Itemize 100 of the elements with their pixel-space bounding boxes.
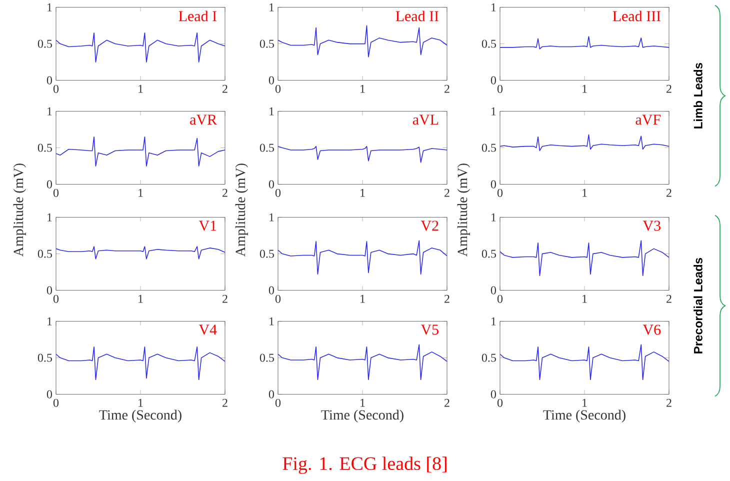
x-tick-label: 1 (582, 294, 587, 303)
x-tick-label: 1 (582, 84, 587, 93)
y-tick-label: 0 (490, 76, 496, 84)
chart-title: aVR (190, 114, 218, 125)
x-tick-label: 0 (497, 84, 503, 93)
x-tick-label: 0 (497, 398, 503, 407)
chart-title: V1 (198, 220, 216, 231)
y-tick-label: 0 (490, 180, 496, 188)
x-tick-label: 2 (222, 294, 228, 303)
x-tick-label: 1 (360, 188, 365, 197)
y-tick-label: 0.5 (38, 144, 52, 152)
chart-title: V5 (420, 324, 438, 335)
y-tick-label: 0.5 (260, 354, 274, 362)
line-series (56, 346, 225, 380)
x-axis-title: Time (Second) (321, 410, 404, 422)
x-tick-label: 2 (444, 188, 450, 197)
x-tick-label: 2 (666, 188, 672, 197)
text: Precordial Leads (694, 258, 702, 354)
y-tick-label: 1 (48, 3, 52, 12)
y-tick-label: 0 (46, 76, 52, 84)
x-tick-label: 2 (666, 84, 672, 93)
chart-title: Lead III (612, 10, 661, 22)
chart-title: aVL (412, 114, 438, 125)
y-tick-label: 0.5 (482, 354, 496, 362)
x-tick-label: 1 (138, 84, 143, 93)
y-tick-label: 1 (492, 213, 496, 222)
x-tick-label: 0 (497, 188, 503, 197)
y-tick-label: 0 (46, 180, 52, 188)
y-tick-label: 0 (490, 286, 496, 294)
x-tick-label: 2 (222, 188, 228, 197)
x-tick-label: 1 (360, 84, 365, 93)
y-tick-label: 0.5 (38, 40, 52, 48)
y-tick-label: 0 (268, 76, 274, 84)
y-tick-label: 0.5 (260, 40, 274, 48)
x-tick-label: 0 (53, 398, 59, 407)
y-tick-label: 0.5 (482, 250, 496, 258)
y-tick-label: 0 (268, 390, 274, 398)
x-tick-label: 2 (222, 84, 228, 93)
chart-title: V6 (642, 324, 661, 335)
y-tick-label: 1 (48, 107, 52, 116)
x-tick-label: 0 (275, 398, 281, 407)
x-tick-label: 1 (360, 294, 365, 303)
y-tick-label: 1 (270, 213, 274, 222)
x-tick-label: 2 (666, 294, 672, 303)
x-tick-label: 1 (138, 188, 143, 197)
line-series (500, 344, 670, 380)
y-tick-label: 0 (268, 286, 274, 294)
x-tick-label: 2 (444, 294, 450, 303)
y-tick-label: 0 (490, 390, 496, 398)
x-axis-title: Time (Second) (543, 410, 626, 422)
text: Limb Leads (694, 62, 702, 128)
x-tick-label: 2 (444, 84, 450, 93)
y-tick-label: 1 (492, 3, 496, 12)
y-tick-label: 1 (48, 213, 52, 222)
x-tick-label: 1 (138, 294, 143, 303)
y-tick-label: 0.5 (38, 354, 52, 362)
x-tick-label: 1 (360, 398, 365, 407)
x-tick-label: 0 (497, 294, 503, 303)
y-tick-label: 0 (46, 286, 52, 294)
line-series (278, 240, 448, 274)
chart-title: V4 (198, 324, 217, 335)
y-tick-label: 1 (492, 107, 496, 116)
chart-title: V2 (420, 220, 438, 231)
y-tick-label: 0.5 (482, 40, 496, 48)
y-tick-label: 0 (46, 390, 52, 398)
x-tick-label: 0 (53, 188, 59, 197)
line-series (500, 240, 670, 276)
y-tick-label: 0.5 (260, 250, 274, 258)
line-series (278, 344, 448, 380)
chart-title: V3 (642, 220, 660, 231)
caption: Fig. 1. ECG leads [8] (282, 456, 446, 474)
chart-title: aVF (636, 114, 660, 125)
x-tick-label: 0 (275, 84, 281, 93)
y-axis-title: Amplitude (mV) (13, 163, 26, 256)
y-tick-label: 1 (270, 317, 274, 326)
chart-title: Lead II (396, 10, 439, 22)
y-tick-label: 0 (268, 180, 274, 188)
x-tick-label: 0 (275, 188, 281, 197)
y-axis-title: Amplitude (mV) (457, 163, 470, 256)
y-tick-label: 0.5 (260, 144, 274, 152)
x-tick-label: 0 (53, 294, 59, 303)
y-tick-label: 1 (48, 317, 52, 326)
x-tick-label: 2 (666, 398, 672, 407)
chart-title: Lead I (178, 10, 217, 22)
x-tick-label: 2 (222, 398, 228, 407)
x-tick-label: 0 (53, 84, 59, 93)
y-tick-label: 1 (270, 107, 274, 116)
line-series (500, 134, 670, 151)
y-tick-label: 0.5 (38, 250, 52, 258)
y-axis-title: Amplitude (mV) (235, 163, 248, 256)
y-tick-label: 0.5 (482, 144, 496, 152)
x-tick-label: 1 (138, 398, 143, 407)
line-series (56, 32, 225, 62)
x-axis-title: Time (Second) (99, 410, 182, 422)
x-tick-label: 0 (275, 294, 281, 303)
y-tick-label: 1 (492, 317, 496, 326)
x-tick-label: 2 (444, 398, 450, 407)
x-tick-label: 1 (582, 188, 587, 197)
y-tick-label: 1 (270, 3, 274, 12)
x-tick-label: 1 (582, 398, 587, 407)
